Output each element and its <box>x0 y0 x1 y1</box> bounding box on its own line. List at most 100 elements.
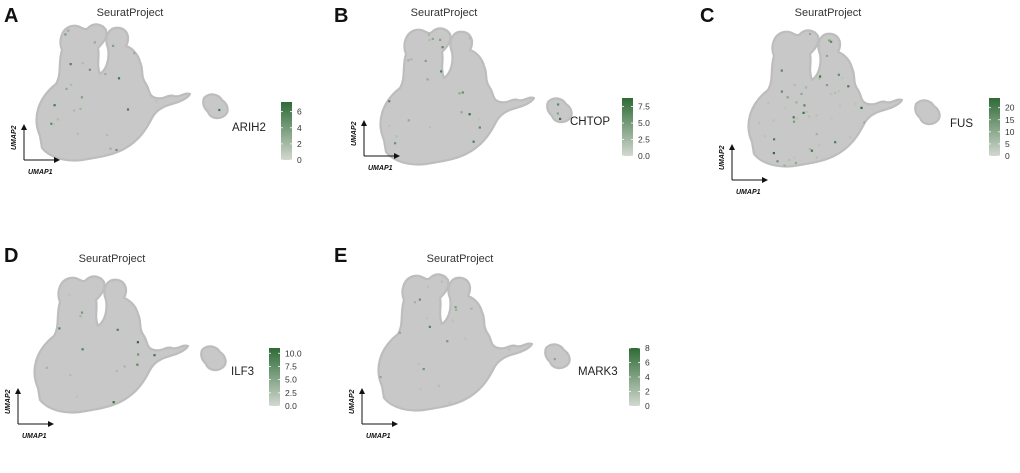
expression-point <box>912 52 915 55</box>
expression-point <box>529 298 532 301</box>
y-axis-label: UMAP2 <box>349 389 356 414</box>
expression-point <box>882 36 885 39</box>
axis-arrowhead <box>729 144 735 150</box>
expression-point <box>800 92 803 95</box>
expression-point <box>36 305 39 308</box>
expression-point <box>112 401 115 404</box>
expression-point <box>104 73 107 76</box>
cell-cluster-area <box>379 27 573 166</box>
expression-point <box>151 397 154 400</box>
expression-point <box>418 298 421 301</box>
expression-point <box>911 97 914 100</box>
expression-point <box>123 365 126 368</box>
colorbar-tick-label: 5.0 <box>638 118 650 128</box>
expression-point <box>393 313 396 316</box>
expression-point <box>136 363 139 366</box>
expression-point <box>757 121 761 124</box>
expression-point <box>508 367 512 370</box>
colorbar-tick-label: 4 <box>645 372 650 382</box>
expression-point <box>446 340 449 343</box>
expression-point <box>437 384 440 387</box>
expression-point <box>525 301 529 304</box>
expression-point <box>69 373 72 377</box>
colorbar-tick-label: 6 <box>297 107 302 117</box>
colorbar-tick-label: 8 <box>645 343 650 353</box>
expression-point <box>815 114 818 117</box>
expression-point <box>793 156 796 159</box>
expression-point <box>911 114 914 117</box>
expression-point <box>152 276 156 279</box>
expression-point <box>112 44 115 47</box>
expression-point <box>898 164 901 167</box>
expression-point <box>117 77 121 80</box>
expression-point <box>818 77 821 80</box>
x-axis-label: UMAP1 <box>28 169 53 176</box>
expression-point <box>76 132 79 135</box>
y-axis-label: UMAP2 <box>5 389 12 414</box>
expression-point <box>865 44 868 47</box>
expression-point <box>426 285 429 288</box>
expression-point <box>394 142 397 145</box>
expression-point <box>172 396 175 399</box>
expression-point <box>105 134 109 137</box>
expression-point <box>189 124 192 127</box>
expression-point <box>508 285 511 288</box>
expression-point <box>68 293 71 296</box>
expression-point <box>79 107 82 110</box>
colorbar-tick-label: 10 <box>1005 127 1015 137</box>
axis-arrowhead <box>394 153 400 159</box>
axis-arrowhead <box>762 177 768 183</box>
expression-point <box>82 414 84 416</box>
expression-point <box>165 380 168 383</box>
expression-point <box>556 112 559 115</box>
y-axis-label: UMAP2 <box>11 125 18 150</box>
colorbar-tick-label: 10.0 <box>285 348 302 358</box>
expression-point <box>472 140 475 143</box>
x-axis-label: UMAP1 <box>366 433 391 440</box>
expression-point <box>847 85 850 88</box>
expression-point <box>190 328 194 331</box>
expression-point <box>440 70 443 73</box>
panel-e: E SeuratProject MARK3 0 2 4 6 8 UMAP1 UMAP2 <box>334 245 650 440</box>
colorbar-tick-label: 0 <box>1005 151 1010 161</box>
expression-point <box>912 36 915 39</box>
expression-point <box>394 285 397 288</box>
feature-label: ILF3 <box>231 366 254 378</box>
expression-point <box>836 32 839 35</box>
expression-point <box>910 115 913 118</box>
expression-point <box>79 315 82 318</box>
expression-point <box>385 157 388 160</box>
expression-point <box>218 108 221 112</box>
expression-point <box>461 91 464 94</box>
expression-point <box>773 138 776 141</box>
expression-point <box>49 24 52 27</box>
expression-point <box>212 331 215 334</box>
x-axis-label: UMAP1 <box>736 189 761 196</box>
expression-point <box>834 91 837 94</box>
colorbar-tick-label: 15 <box>1005 115 1015 125</box>
expression-point <box>772 152 775 155</box>
expression-point <box>839 104 842 107</box>
expression-point <box>464 337 467 340</box>
expression-point <box>419 387 422 390</box>
y-axis-label: UMAP2 <box>719 145 726 170</box>
expression-point <box>543 109 546 112</box>
expression-point <box>80 96 83 99</box>
expression-point <box>153 86 156 90</box>
expression-point <box>183 122 186 125</box>
expression-point <box>424 59 427 62</box>
expression-point <box>793 84 796 87</box>
expression-point <box>45 73 48 77</box>
expression-point <box>794 161 797 165</box>
expression-point <box>427 33 430 36</box>
expression-point <box>426 317 429 320</box>
expression-point <box>136 341 139 344</box>
expression-point <box>559 117 562 120</box>
colorbar <box>269 348 280 406</box>
expression-point <box>863 121 866 124</box>
cell-cluster-area <box>35 23 229 162</box>
expression-point <box>929 132 932 135</box>
expression-point <box>898 165 901 167</box>
plot-title: SeuratProject <box>79 253 146 265</box>
expression-point <box>805 110 808 114</box>
